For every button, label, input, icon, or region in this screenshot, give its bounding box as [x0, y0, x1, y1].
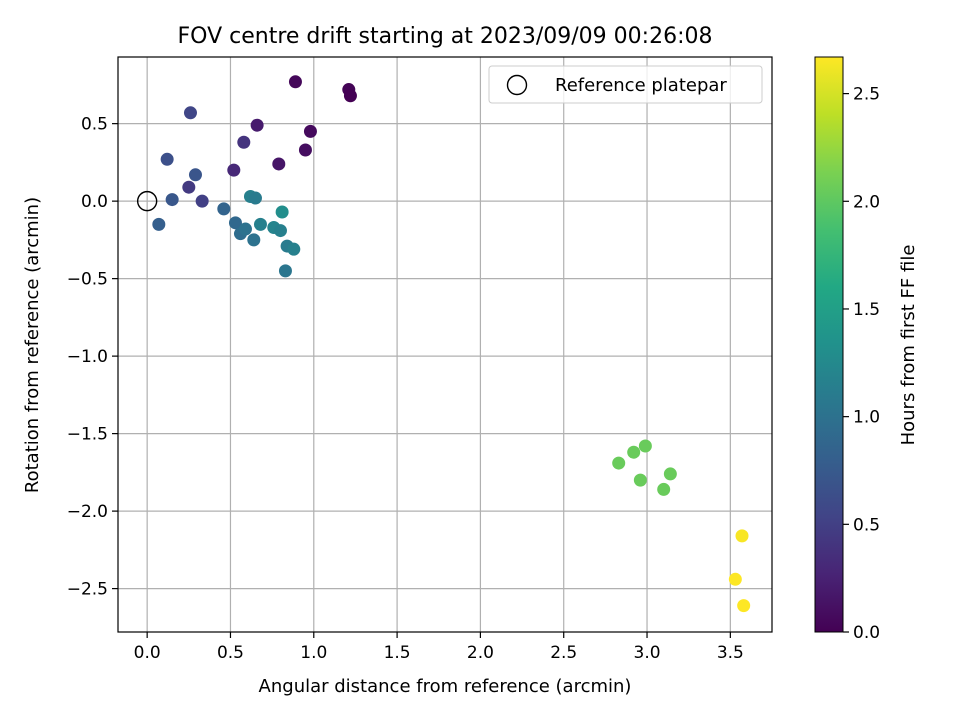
grid	[118, 57, 772, 632]
scatter-point	[663, 467, 677, 481]
scatter-point	[182, 180, 196, 194]
scatter-point	[638, 439, 652, 453]
y-tick-label: −1.0	[67, 347, 108, 367]
x-tick-label: 2.5	[550, 643, 577, 663]
legend-box	[488, 65, 763, 104]
y-tick-label: −1.5	[67, 425, 108, 445]
scatter-point	[657, 482, 671, 496]
y-tick-label: 0.0	[81, 192, 108, 212]
scatter-point	[303, 124, 317, 138]
scatter-point	[633, 473, 647, 487]
scatter-point	[288, 75, 302, 89]
scatter-point	[343, 89, 357, 103]
colorbar-tick-label: 0.5	[853, 515, 880, 535]
plot-frame	[117, 56, 773, 633]
scatter-point	[275, 205, 289, 219]
x-tick-label: 0.5	[217, 643, 244, 663]
y-axis-ticks: 0.5 0.0 −0.5 −1.0 −1.5 −2.0 −2.5	[67, 115, 118, 600]
legend: Reference platepar	[488, 65, 763, 104]
scatter-point	[735, 529, 749, 543]
scatter-point	[228, 216, 242, 230]
colorbar-label: Hours from first FF file	[898, 245, 919, 446]
scatter-point	[195, 194, 209, 208]
scatter-point	[627, 445, 641, 459]
colorbar-tick-label: 2.0	[853, 192, 880, 212]
scatter-point	[160, 152, 174, 166]
x-tick-label: 3.0	[634, 643, 661, 663]
colorbar-gradient	[814, 56, 844, 633]
colorbar-tick-label: 1.0	[853, 408, 880, 428]
x-tick-label: 3.5	[717, 643, 744, 663]
scatter-point	[250, 118, 264, 132]
y-tick-label: −2.0	[67, 502, 108, 522]
scatter-point	[183, 106, 197, 120]
scatter-point	[247, 233, 261, 247]
reference-platepar-marker	[136, 190, 158, 212]
data-points	[136, 75, 751, 613]
y-tick-label: −0.5	[67, 270, 108, 290]
scatter-point	[253, 217, 267, 231]
colorbar-tick-label: 1.5	[853, 300, 880, 320]
scatter-point	[612, 456, 626, 470]
y-tick-label: 0.5	[81, 115, 108, 135]
scatter-point	[278, 264, 292, 278]
x-tick-label: 1.0	[300, 643, 327, 663]
legend-label-reference: Reference platepar	[555, 75, 727, 96]
colorbar-tick-label: 0.0	[853, 623, 880, 643]
scatter-point	[298, 143, 312, 157]
y-tick-label: −2.5	[67, 580, 108, 600]
legend-marker-reference	[506, 74, 528, 96]
scatter-point	[248, 191, 262, 205]
scatter-point	[238, 222, 252, 236]
scatter-point	[737, 599, 751, 613]
colorbar-ticks: 0.0 0.5 1.0 1.5 2.0 2.5	[843, 85, 880, 643]
chart-title: FOV centre drift starting at 2023/09/09 …	[178, 24, 713, 49]
scatter-point	[152, 217, 166, 231]
scatter-point	[272, 157, 286, 171]
scatter-point	[728, 572, 742, 586]
x-tick-label: 2.0	[467, 643, 494, 663]
x-axis-ticks: 0.0 0.5 1.0 1.5 2.0 2.5 3.0 3.5	[134, 632, 744, 663]
colorbar: 0.0 0.5 1.0 1.5 2.0 2.5 Hours from first FF f…	[814, 56, 919, 643]
colorbar-tick-label: 2.5	[853, 85, 880, 105]
scatter-point	[273, 224, 287, 238]
scatter-point	[188, 168, 202, 182]
scatter-point	[237, 135, 251, 149]
x-axis-label: Angular distance from reference (arcmin)	[259, 676, 632, 697]
x-tick-label: 1.5	[384, 643, 411, 663]
scatter-point	[165, 193, 179, 207]
y-axis-label: Rotation from reference (arcmin)	[22, 197, 43, 493]
x-tick-label: 0.0	[134, 643, 161, 663]
scatter-point	[287, 242, 301, 256]
scatter-point	[217, 202, 231, 216]
scatter-point	[227, 163, 241, 177]
